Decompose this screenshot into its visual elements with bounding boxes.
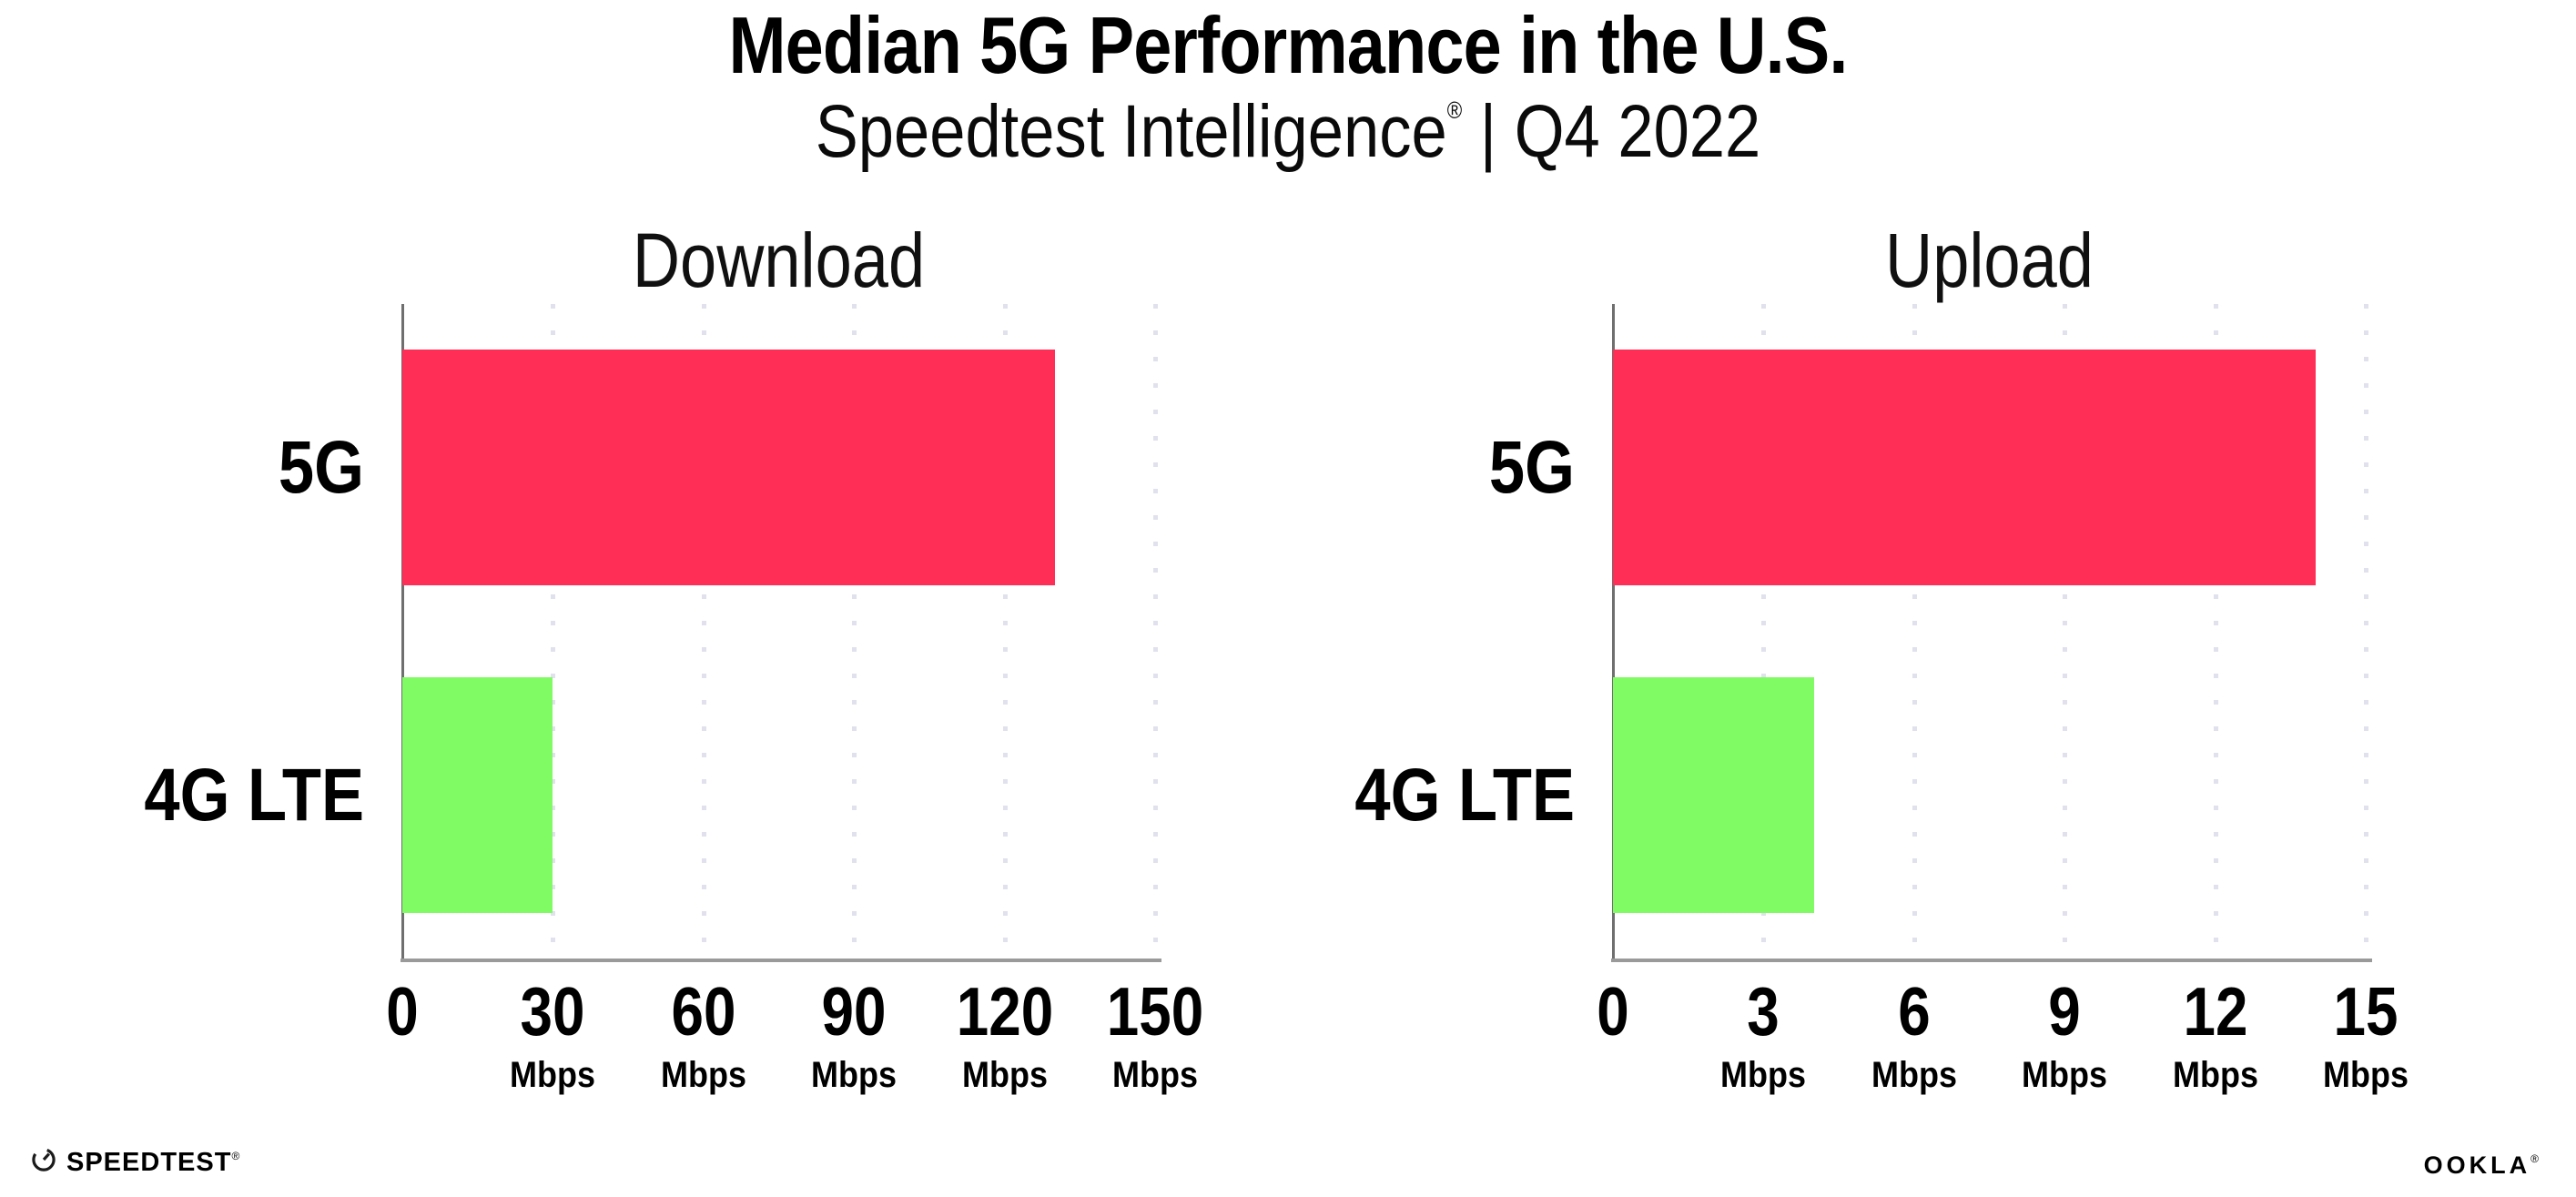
download-plot-area [401,304,1161,962]
subtitle-period: | Q4 2022 [1462,90,1761,173]
x-tick-unit: Mbps [2173,1055,2258,1095]
upload-chart-title: Upload [1885,218,2094,303]
y-axis-line [1612,304,1615,960]
speedtest-wordmark-text: SPEEDTEST [66,1148,232,1177]
x-tick-90: 90 Mbps [776,973,931,1095]
x-tick-30: 30 Mbps [475,973,630,1095]
x-tick-unit: Mbps [661,1055,746,1095]
gridline [1912,304,1917,959]
x-tick-150: 150 Mbps [1078,973,1232,1095]
gridline [1003,304,1008,959]
bar-5g [402,350,1055,585]
gridline [852,304,857,959]
gridline [702,304,706,959]
x-tick-unit: Mbps [1112,1055,1198,1095]
ookla-wordmark: OOKLA® [2424,1151,2542,1179]
x-tick-value: 12 [2183,973,2248,1050]
gridline [1761,304,1766,959]
x-tick-6: 6 Mbps [1837,973,1992,1095]
x-tick-unit: Mbps [2323,1055,2409,1095]
gridline [2364,304,2368,959]
x-tick-0: 0 [1536,978,1690,1046]
page-subtitle: Speedtest Intelligence® | Q4 2022 [180,95,2396,169]
x-tick-value: 15 [2333,973,2399,1050]
download-chart: Download 5G 4G LTE 0 30 Mbps 60 Mbps 90 Mbps 120 M… [144,222,1203,1093]
x-tick-unit: Mbps [2022,1055,2107,1095]
x-tick-9: 9 Mbps [1987,973,2142,1095]
x-tick-value: 90 [821,973,887,1050]
x-tick-unit: Mbps [1871,1055,1957,1095]
category-label-4g-lte: 4G LTE [1354,754,1575,837]
registered-mark: ® [1446,96,1463,124]
x-tick-15: 15 Mbps [2288,973,2443,1095]
x-tick-value: 30 [520,973,585,1050]
gridline [551,304,555,959]
x-tick-value: 9 [2048,973,2081,1050]
x-tick-value: 60 [671,973,736,1050]
x-tick-3: 3 Mbps [1686,973,1841,1095]
y-axis-line [401,304,404,960]
speedtest-logo: SPEEDTEST® [31,1143,241,1177]
x-tick-value: 6 [1898,973,1931,1050]
x-tick-60: 60 Mbps [626,973,781,1095]
x-tick-value: 150 [1106,973,1204,1050]
gridline [2063,304,2067,959]
ookla-logo: OOKLA® [2424,1147,2542,1178]
gridline [1153,304,1158,959]
x-tick-value: 120 [956,973,1054,1050]
x-tick-unit: Mbps [510,1055,595,1095]
x-tick-unit: Mbps [962,1055,1048,1095]
x-tick-value: 0 [386,973,419,1050]
x-tick-unit: Mbps [1720,1055,1806,1095]
speedtest-wordmark: SPEEDTEST® [66,1143,241,1177]
ookla-registered: ® [2530,1152,2542,1165]
category-label-4g-lte: 4G LTE [144,754,364,837]
bar-5g [1613,350,2316,585]
speedtest-trademark: ® [231,1150,241,1162]
upload-chart: Upload 5G 4G LTE 0 3 Mbps 6 Mbps 9 Mbps 12 Mbps 15 M… [1354,222,2409,1093]
gridline [2214,304,2218,959]
bar-4g-lte [402,677,553,913]
x-tick-value: 3 [1747,973,1780,1050]
category-label-5g: 5G [1488,426,1575,509]
x-tick-0: 0 [325,978,480,1046]
x-tick-12: 12 Mbps [2138,973,2293,1095]
x-tick-120: 120 Mbps [928,973,1082,1095]
x-tick-unit: Mbps [811,1055,897,1095]
x-tick-value: 0 [1597,973,1629,1050]
download-chart-title: Download [632,218,926,303]
x-axis-line [401,959,1161,962]
page-title: Median 5G Performance in the U.S. [728,0,1848,90]
x-axis-line [1611,959,2372,962]
subtitle-product: Speedtest Intelligence [815,90,1447,173]
category-label-5g: 5G [278,426,364,509]
bar-4g-lte [1613,677,1814,913]
speedtest-gauge-icon [32,1147,56,1172]
upload-plot-area [1611,304,2372,962]
ookla-wordmark-text: OOKLA [2423,1151,2531,1179]
